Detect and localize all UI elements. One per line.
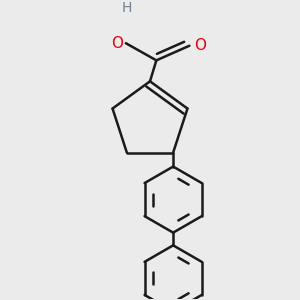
Text: H: H [122,1,132,15]
Text: O: O [111,36,123,51]
Text: O: O [194,38,206,53]
